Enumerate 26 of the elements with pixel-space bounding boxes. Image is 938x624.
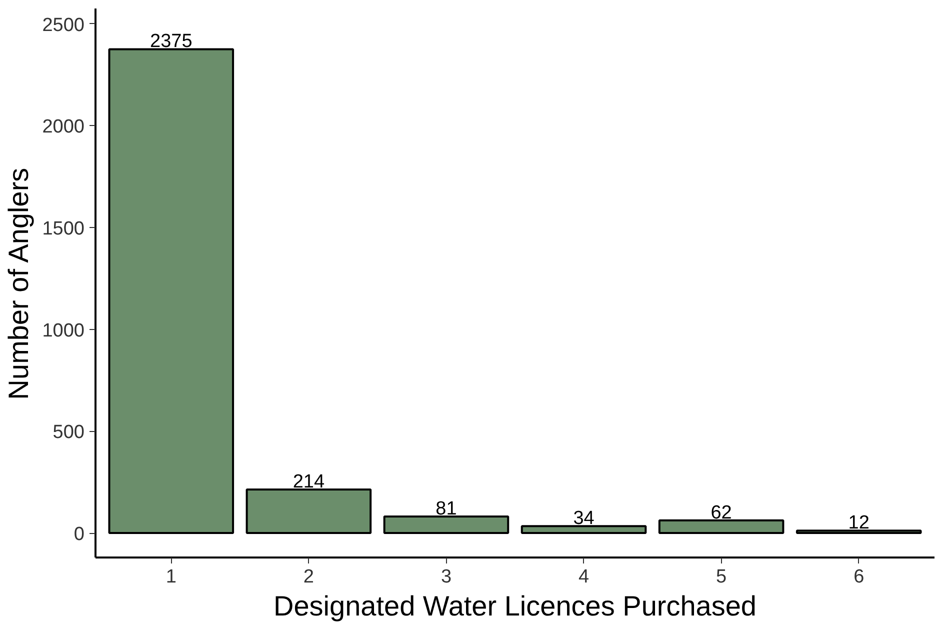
bar — [383, 516, 510, 534]
x-tick-label: 6 — [854, 566, 864, 588]
x-tick-label: 3 — [440, 566, 452, 588]
bar — [108, 48, 234, 534]
y-tick-label: 2500 — [42, 14, 85, 36]
bar — [520, 525, 647, 534]
y-tick-label: 1000 — [42, 320, 85, 342]
data-label: 34 — [573, 508, 595, 530]
y-tick-label: 500 — [52, 422, 84, 444]
y-tick-label: 2000 — [42, 116, 85, 138]
x-tick-label: 4 — [578, 566, 590, 588]
y-tick-label: 0 — [74, 524, 85, 546]
x-tick-label: 5 — [716, 566, 727, 588]
data-label: 2375 — [150, 31, 192, 52]
data-label: 81 — [436, 498, 457, 520]
data-label: 12 — [848, 512, 870, 534]
x-axis-title: Designated Water Licences Purchased — [274, 590, 756, 622]
bar — [658, 519, 784, 534]
data-label: 62 — [710, 502, 732, 524]
y-axis-title: Number of Anglers — [3, 168, 34, 400]
bar — [796, 530, 922, 534]
x-tick-label: 1 — [166, 566, 176, 588]
y-tick-label: 1500 — [42, 218, 85, 240]
x-tick-label: 2 — [303, 566, 314, 588]
bar — [246, 488, 372, 534]
data-label: 214 — [292, 471, 325, 492]
